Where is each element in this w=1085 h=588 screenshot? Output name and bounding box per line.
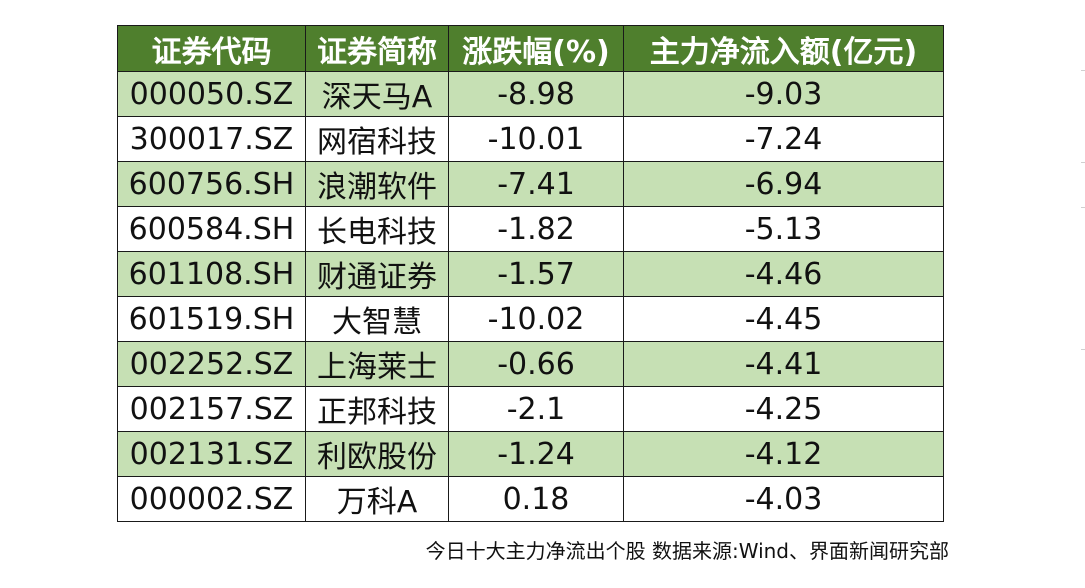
cell-stock-name: 万科A — [305, 476, 449, 522]
cell-stock-code: 600584.SH — [117, 206, 306, 252]
header-change-pct: 涨跌幅(%) — [448, 25, 624, 72]
cell-net-inflow: -6.94 — [623, 161, 944, 207]
cell-change-pct: -7.41 — [448, 161, 624, 207]
cell-net-inflow: -4.12 — [623, 431, 944, 477]
cell-change-pct: -1.82 — [448, 206, 624, 252]
cell-stock-name: 网宿科技 — [305, 116, 449, 162]
cell-stock-name: 利欧股份 — [305, 431, 449, 477]
cell-net-inflow: -4.46 — [623, 251, 944, 297]
header-stock-name: 证券简称 — [305, 25, 449, 72]
cell-stock-code: 002252.SZ — [117, 341, 306, 387]
table-row: 300017.SZ 网宿科技 -10.01 -7.24 — [117, 116, 944, 162]
cell-net-inflow: -4.03 — [623, 476, 944, 522]
cell-stock-name: 正邦科技 — [305, 386, 449, 432]
cell-net-inflow: -7.24 — [623, 116, 944, 162]
cell-stock-name: 大智慧 — [305, 296, 449, 342]
cell-net-inflow: -9.03 — [623, 71, 944, 117]
table-row: 000002.SZ 万科A 0.18 -4.03 — [117, 476, 944, 522]
source-caption: 今日十大主力净流出个股 数据来源:Wind、界面新闻研究部 — [425, 539, 949, 563]
cell-stock-name: 财通证券 — [305, 251, 449, 297]
cell-stock-name: 长电科技 — [305, 206, 449, 252]
cell-net-inflow: -5.13 — [623, 206, 944, 252]
table-row: 600584.SH 长电科技 -1.82 -5.13 — [117, 206, 944, 252]
cell-net-inflow: -4.45 — [623, 296, 944, 342]
table-row: 002157.SZ 正邦科技 -2.1 -4.25 — [117, 386, 944, 432]
header-net-inflow: 主力净流入额(亿元) — [623, 25, 944, 72]
table-row: 000050.SZ 深天马A -8.98 -9.03 — [117, 71, 944, 117]
table-row: 002131.SZ 利欧股份 -1.24 -4.12 — [117, 431, 944, 477]
edge-divider — [1081, 349, 1085, 350]
edge-divider — [1081, 207, 1085, 208]
cell-stock-code: 000050.SZ — [117, 71, 306, 117]
outflow-table-container: 证券代码 证券简称 涨跌幅(%) 主力净流入额(亿元) 000050.SZ 深天… — [117, 25, 944, 522]
table-row: 600756.SH 浪潮软件 -7.41 -6.94 — [117, 161, 944, 207]
cell-change-pct: -0.66 — [448, 341, 624, 387]
cell-stock-code: 300017.SZ — [117, 116, 306, 162]
cell-stock-code: 600756.SH — [117, 161, 306, 207]
cell-stock-code: 601519.SH — [117, 296, 306, 342]
cell-change-pct: -1.24 — [448, 431, 624, 477]
cell-stock-name: 上海莱士 — [305, 341, 449, 387]
table-row: 601519.SH 大智慧 -10.02 -4.45 — [117, 296, 944, 342]
cell-change-pct: -10.01 — [448, 116, 624, 162]
cell-stock-code: 002131.SZ — [117, 431, 306, 477]
cell-stock-name: 浪潮软件 — [305, 161, 449, 207]
edge-divider — [1081, 70, 1085, 71]
cell-stock-name: 深天马A — [305, 71, 449, 117]
top-outflow-stocks-table: 证券代码 证券简称 涨跌幅(%) 主力净流入额(亿元) 000050.SZ 深天… — [117, 25, 944, 522]
cell-net-inflow: -4.41 — [623, 341, 944, 387]
cell-stock-code: 000002.SZ — [117, 476, 306, 522]
table-row: 002252.SZ 上海莱士 -0.66 -4.41 — [117, 341, 944, 387]
cell-stock-code: 601108.SH — [117, 251, 306, 297]
cell-net-inflow: -4.25 — [623, 386, 944, 432]
cell-change-pct: -8.98 — [448, 71, 624, 117]
edge-divider — [1081, 162, 1085, 163]
table-row: 601108.SH 财通证券 -1.57 -4.46 — [117, 251, 944, 297]
cell-change-pct: -1.57 — [448, 251, 624, 297]
cell-change-pct: 0.18 — [448, 476, 624, 522]
cell-change-pct: -10.02 — [448, 296, 624, 342]
table-header-row: 证券代码 证券简称 涨跌幅(%) 主力净流入额(亿元) — [117, 25, 944, 72]
cell-change-pct: -2.1 — [448, 386, 624, 432]
cell-stock-code: 002157.SZ — [117, 386, 306, 432]
header-stock-code: 证券代码 — [117, 25, 306, 72]
